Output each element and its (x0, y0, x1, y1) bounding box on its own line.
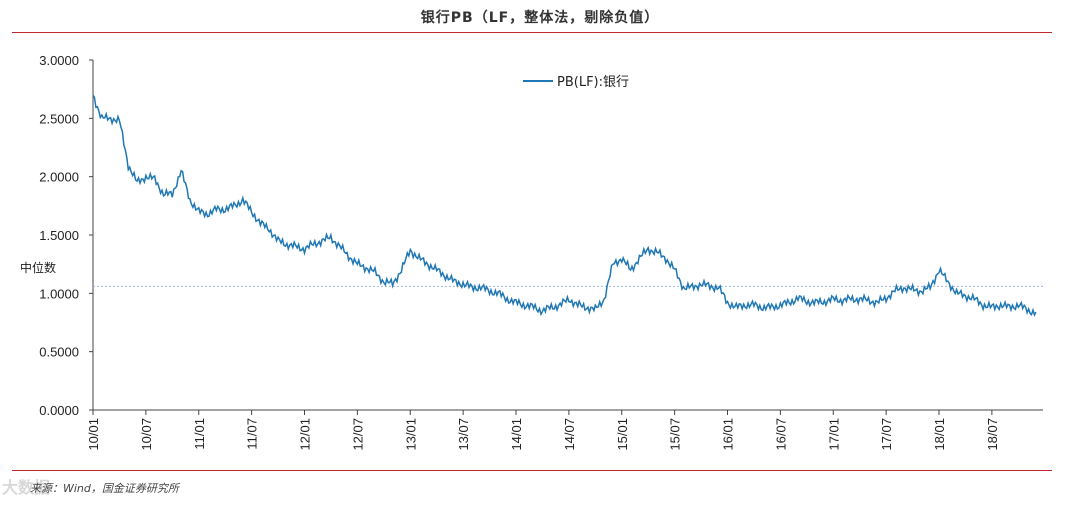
x-tick-label: 16/07 (773, 418, 788, 451)
x-tick-label: 17/07 (879, 418, 894, 451)
x-tick-label: 17/01 (826, 418, 841, 451)
legend-entry: PB(LF):银行 (557, 75, 629, 90)
y-tick-label: 1.0000 (39, 286, 79, 301)
x-tick-label: 13/01 (403, 418, 418, 451)
x-tick-label: 14/07 (562, 418, 577, 451)
median-label: 中位数 (20, 260, 56, 275)
y-tick-label: 2.0000 (39, 170, 79, 185)
y-axis-ticks: 0.0000 0.5000 1.0000 1.5000 2.0000 2.5000 3.00… (39, 53, 93, 418)
x-tick-label: 11/07 (245, 418, 260, 450)
x-axis-ticks: 10/01 10/07 11/01 11/07 12/01 12/07 13/01 13/07… (86, 410, 1000, 451)
x-tick-label: 18/01 (932, 418, 947, 451)
y-tick-label: 0.5000 (39, 345, 79, 360)
y-tick-label: 1.5000 (39, 228, 79, 243)
title-rule (12, 32, 1052, 33)
x-tick-label: 12/07 (350, 418, 365, 451)
x-tick-label: 16/01 (721, 418, 736, 451)
x-tick-label: 18/07 (985, 418, 1000, 451)
x-tick-label: 15/07 (668, 418, 683, 451)
x-tick-label: 10/07 (139, 418, 154, 451)
x-tick-label: 11/01 (192, 418, 207, 450)
axes (92, 60, 1043, 411)
chart-title: 银行PB（LF，整体法，剔除负值） (420, 10, 660, 26)
y-tick-label: 0.0000 (39, 403, 79, 418)
x-tick-label: 13/07 (456, 418, 471, 451)
footer-rule (12, 470, 1052, 471)
x-tick-label: 12/01 (298, 418, 313, 451)
x-tick-label: 15/01 (615, 418, 630, 451)
x-tick-label: 14/01 (509, 418, 524, 451)
source-note: 来源：Wind，国金证券研究所 (30, 482, 179, 495)
y-tick-label: 3.0000 (39, 53, 79, 68)
y-tick-label: 2.5000 (39, 111, 79, 126)
watermark: 大数据 (2, 478, 51, 497)
series-line-pb-lf-bank (92, 94, 1037, 317)
x-tick-label: 10/01 (86, 418, 101, 451)
legend: PB(LF):银行 (523, 75, 629, 90)
